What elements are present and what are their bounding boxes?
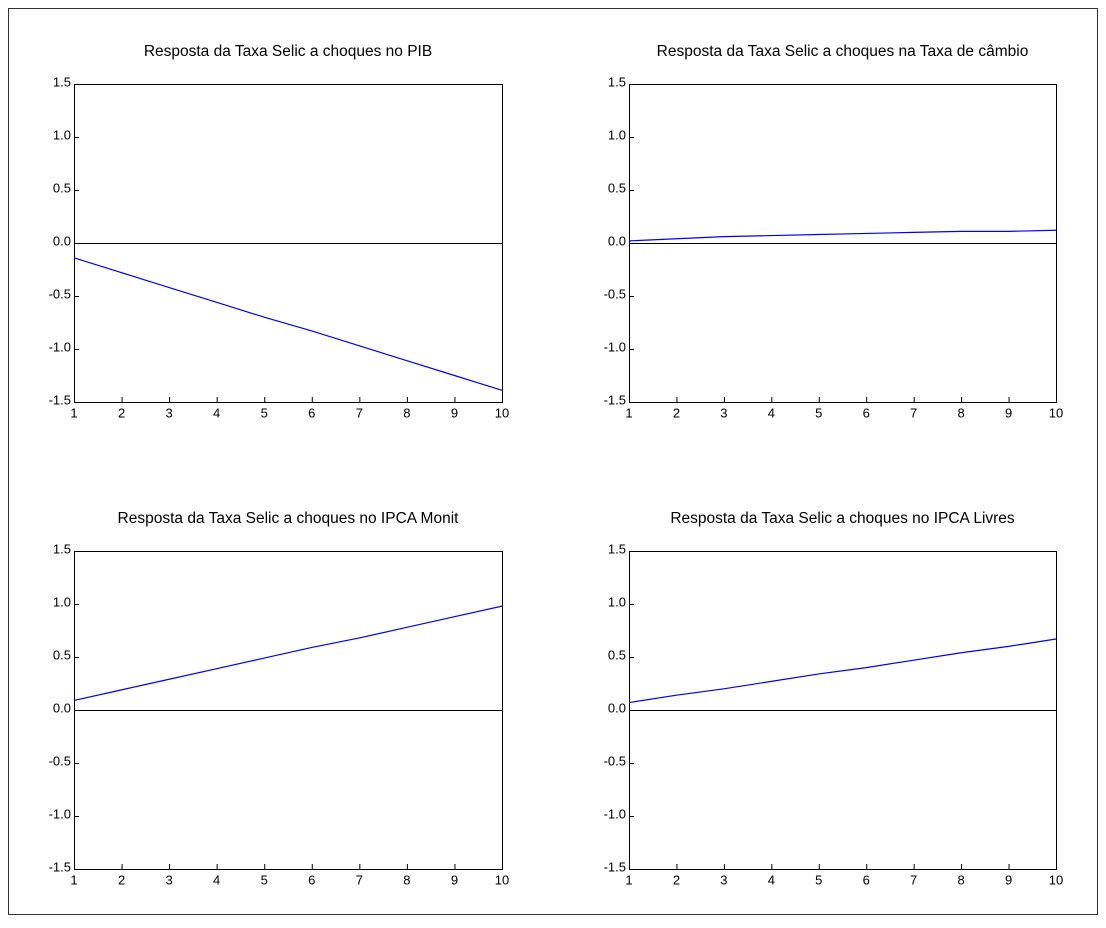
y-tick-label: -1.5 [604, 392, 626, 407]
chart-title: Resposta da Taxa Selic a choques no PIB [144, 43, 432, 60]
data-line [628, 638, 1057, 704]
chart-title: Resposta da Taxa Selic a choques no IPCA… [118, 510, 460, 527]
x-tick-label: 6 [863, 405, 870, 420]
x-tick-label: 8 [403, 872, 410, 887]
x-tick-label: 10 [1049, 872, 1063, 887]
y-tick-label: 1.0 [53, 594, 71, 609]
x-tick-label: 2 [673, 405, 680, 420]
x-tick-label: 6 [308, 405, 315, 420]
x-tick-label: 5 [815, 405, 822, 420]
y-tick-label: 0.5 [608, 647, 626, 662]
x-tick-label: 9 [451, 872, 458, 887]
x-tick-label: 5 [815, 872, 822, 887]
x-tick-label: 5 [261, 405, 268, 420]
x-tick-label: 9 [451, 405, 458, 420]
y-tick-label: -1.0 [604, 339, 626, 354]
x-tick-label: 3 [165, 405, 172, 420]
x-tick-label: 2 [673, 872, 680, 887]
x-tick-label: 10 [495, 872, 509, 887]
x-tick-label: 9 [1005, 405, 1012, 420]
x-tick-label: 4 [213, 872, 220, 887]
x-tick-label: 3 [720, 872, 727, 887]
y-tick-label: 1.5 [53, 541, 71, 556]
y-tick-label: 0.5 [53, 180, 71, 195]
x-tick-label: 1 [70, 405, 77, 420]
x-tick-label: 4 [768, 872, 775, 887]
x-tick-label: 2 [118, 405, 125, 420]
y-tick-label: 1.0 [608, 594, 626, 609]
x-tick-label: 3 [165, 872, 172, 887]
y-tick-label: 0.0 [53, 233, 71, 248]
x-tick-label: 2 [118, 872, 125, 887]
x-tick-label: 4 [768, 405, 775, 420]
y-tick-label: 1.0 [608, 127, 626, 142]
y-tick-label: 1.5 [53, 74, 71, 89]
x-tick-label: 9 [1005, 872, 1012, 887]
x-tick-label: 1 [625, 872, 632, 887]
chart-title: Resposta da Taxa Selic a choques na Taxa… [657, 43, 1029, 60]
x-tick-label: 8 [957, 405, 964, 420]
x-tick-label: 10 [495, 405, 509, 420]
x-tick-label: 7 [910, 872, 917, 887]
y-tick-label: -1.5 [49, 392, 71, 407]
x-tick-label: 7 [356, 405, 363, 420]
x-tick-label: 6 [863, 872, 870, 887]
y-tick-label: -1.5 [49, 859, 71, 874]
y-tick-label: -1.0 [604, 806, 626, 821]
y-tick-label: 0.5 [608, 180, 626, 195]
y-tick-label: -0.5 [49, 753, 71, 768]
x-tick-label: 6 [308, 872, 315, 887]
x-tick-label: 3 [720, 405, 727, 420]
x-tick-label: 1 [70, 872, 77, 887]
x-tick-label: 4 [213, 405, 220, 420]
y-tick-label: 0.0 [608, 233, 626, 248]
y-tick-label: -1.5 [604, 859, 626, 874]
y-tick-label: -1.0 [49, 339, 71, 354]
y-tick-label: 0.0 [53, 700, 71, 715]
x-tick-label: 8 [957, 872, 964, 887]
y-tick-label: 1.5 [608, 74, 626, 89]
y-tick-label: 1.5 [608, 541, 626, 556]
y-tick-label: 1.0 [53, 127, 71, 142]
data-line [73, 257, 503, 391]
x-tick-label: 1 [625, 405, 632, 420]
y-tick-label: -1.0 [49, 806, 71, 821]
x-tick-label: 8 [403, 405, 410, 420]
data-line [73, 605, 503, 702]
chart-title: Resposta da Taxa Selic a choques no IPCA… [670, 510, 1015, 527]
x-tick-label: 7 [356, 872, 363, 887]
y-tick-label: -0.5 [604, 753, 626, 768]
y-tick-label: 0.0 [608, 700, 626, 715]
y-tick-label: -0.5 [604, 286, 626, 301]
x-tick-label: 7 [910, 405, 917, 420]
x-tick-label: 5 [261, 872, 268, 887]
data-line [628, 229, 1057, 242]
x-tick-label: 10 [1049, 405, 1063, 420]
y-tick-label: 0.5 [53, 647, 71, 662]
y-tick-label: -0.5 [49, 286, 71, 301]
